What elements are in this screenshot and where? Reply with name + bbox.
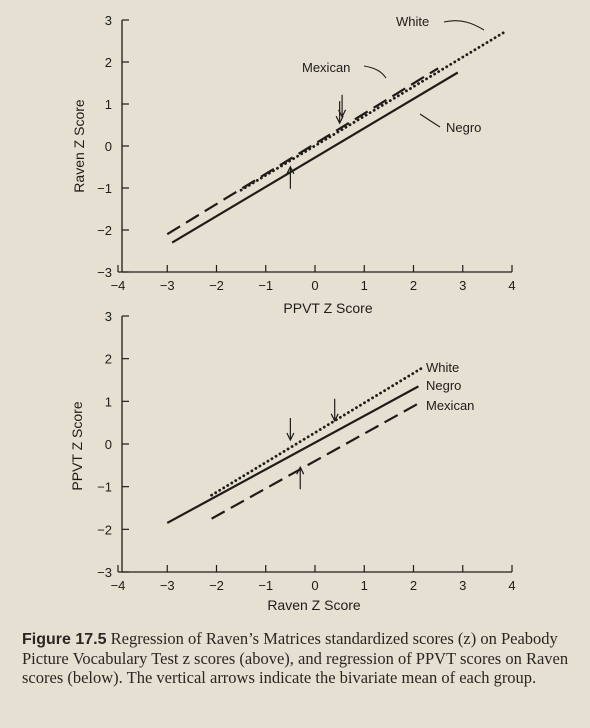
top-white-label: White <box>396 14 429 29</box>
bottom-x-tick-label: −3 <box>160 578 175 593</box>
top-mexican-mean-arrowhead <box>338 109 347 119</box>
top-y-tick-label: 3 <box>105 13 112 28</box>
bottom-negro-regression-line <box>166 385 419 524</box>
bottom-mexican-regression-line <box>211 402 419 520</box>
top-x-tick-label: 0 <box>311 278 318 293</box>
bottom-x-axis-title: Raven Z Score <box>267 597 361 613</box>
top-x-tick-label: 1 <box>361 278 368 293</box>
bottom-x-tick-label: −1 <box>258 578 273 593</box>
figure-caption: Figure 17.5 Regression of Raven’s Matric… <box>22 629 578 687</box>
top-x-tick-label: 3 <box>459 278 466 293</box>
bottom-x-tick-label: 3 <box>459 578 466 593</box>
bottom-y-tick-label: 3 <box>105 309 112 324</box>
bottom-mexican-label: Mexican <box>426 398 474 413</box>
bottom-y-tick-label: −2 <box>97 522 112 537</box>
top-x-axis-title: PPVT Z Score <box>283 300 372 316</box>
top-x-tick-label: 2 <box>410 278 417 293</box>
top-y-axis-title: Raven Z Score <box>71 99 87 193</box>
bottom-x-tick-label: 4 <box>508 578 515 593</box>
top-y-tick-label: −1 <box>97 181 112 196</box>
bottom-x-tick-label: −4 <box>111 578 126 593</box>
bottom-y-tick-label: 1 <box>105 394 112 409</box>
figure-label: Figure 17.5 <box>22 631 107 648</box>
top-x-tick-label: 4 <box>508 278 515 293</box>
top-x-tick-label: −4 <box>111 278 126 293</box>
bottom-negro-label: Negro <box>426 378 461 393</box>
bottom-white-label: White <box>426 360 459 375</box>
top-x-tick-label: −2 <box>209 278 224 293</box>
bottom-y-tick-label: 2 <box>105 352 112 367</box>
bottom-mexican-mean-arrowhead <box>296 465 305 475</box>
bottom-x-tick-label: 0 <box>311 578 318 593</box>
top-y-tick-label: 2 <box>105 55 112 70</box>
bottom-x-tick-label: −2 <box>209 578 224 593</box>
top-white-pointer <box>443 20 485 31</box>
top-mexican-regression-line <box>166 67 439 236</box>
top-y-tick-label: 0 <box>105 139 112 154</box>
top-y-tick-label: −3 <box>97 265 112 280</box>
top-negro-pointer <box>419 113 441 128</box>
bottom-x-tick-label: 2 <box>410 578 417 593</box>
top-x-tick-label: −3 <box>160 278 175 293</box>
top-negro-regression-line <box>171 71 459 244</box>
top-negro-label: Negro <box>446 120 481 135</box>
bottom-y-tick-label: 0 <box>105 437 112 452</box>
bottom-y-axis-title: PPVT Z Score <box>69 401 85 490</box>
top-mexican-label: Mexican <box>302 60 350 75</box>
bottom-y-tick-label: −1 <box>97 480 112 495</box>
top-x-tick-label: −1 <box>258 278 273 293</box>
bottom-white-mean-arrowhead <box>330 413 339 423</box>
bottom-y-tick-label: −3 <box>97 565 112 580</box>
top-mexican-pointer <box>363 65 387 79</box>
bottom-x-tick-label: 1 <box>361 578 368 593</box>
top-y-tick-label: −2 <box>97 223 112 238</box>
top-negro-mean-arrowhead <box>286 165 295 175</box>
top-white-regression-line <box>239 29 509 192</box>
top-white-mean-arrowhead <box>335 115 344 125</box>
bottom-negro-mean-arrowhead <box>286 432 295 442</box>
top-y-tick-label: 1 <box>105 97 112 112</box>
caption-text: Regression of Raven’s Matrices standardi… <box>22 629 569 687</box>
bottom-white-regression-line <box>210 365 425 497</box>
